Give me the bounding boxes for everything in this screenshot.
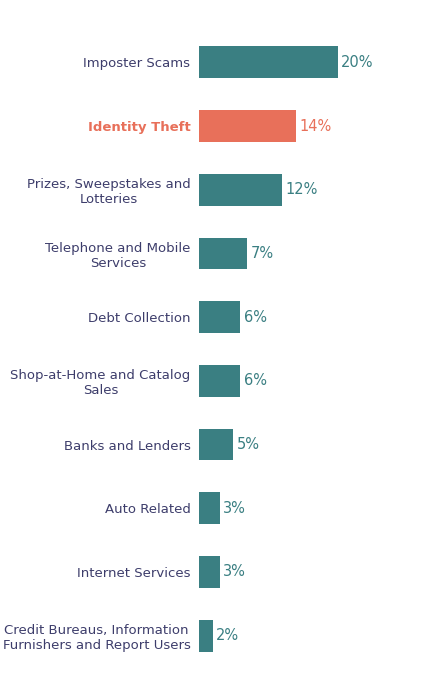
Bar bbox=[199, 429, 233, 461]
Bar bbox=[199, 620, 213, 651]
Text: 6%: 6% bbox=[244, 310, 267, 325]
Bar bbox=[199, 47, 338, 78]
Text: 3%: 3% bbox=[223, 565, 246, 579]
Bar bbox=[199, 302, 240, 333]
Text: 20%: 20% bbox=[341, 55, 374, 70]
Bar bbox=[199, 237, 247, 269]
Text: 6%: 6% bbox=[244, 373, 267, 388]
Text: 2%: 2% bbox=[216, 628, 239, 643]
Bar bbox=[199, 556, 220, 588]
Text: 5%: 5% bbox=[237, 437, 260, 452]
Text: 3%: 3% bbox=[223, 500, 246, 516]
Bar bbox=[199, 174, 282, 206]
Text: 12%: 12% bbox=[286, 182, 318, 198]
Text: 14%: 14% bbox=[299, 119, 332, 133]
Text: 7%: 7% bbox=[251, 246, 274, 261]
Bar bbox=[199, 110, 296, 142]
Bar bbox=[199, 492, 220, 524]
Bar bbox=[199, 365, 240, 396]
